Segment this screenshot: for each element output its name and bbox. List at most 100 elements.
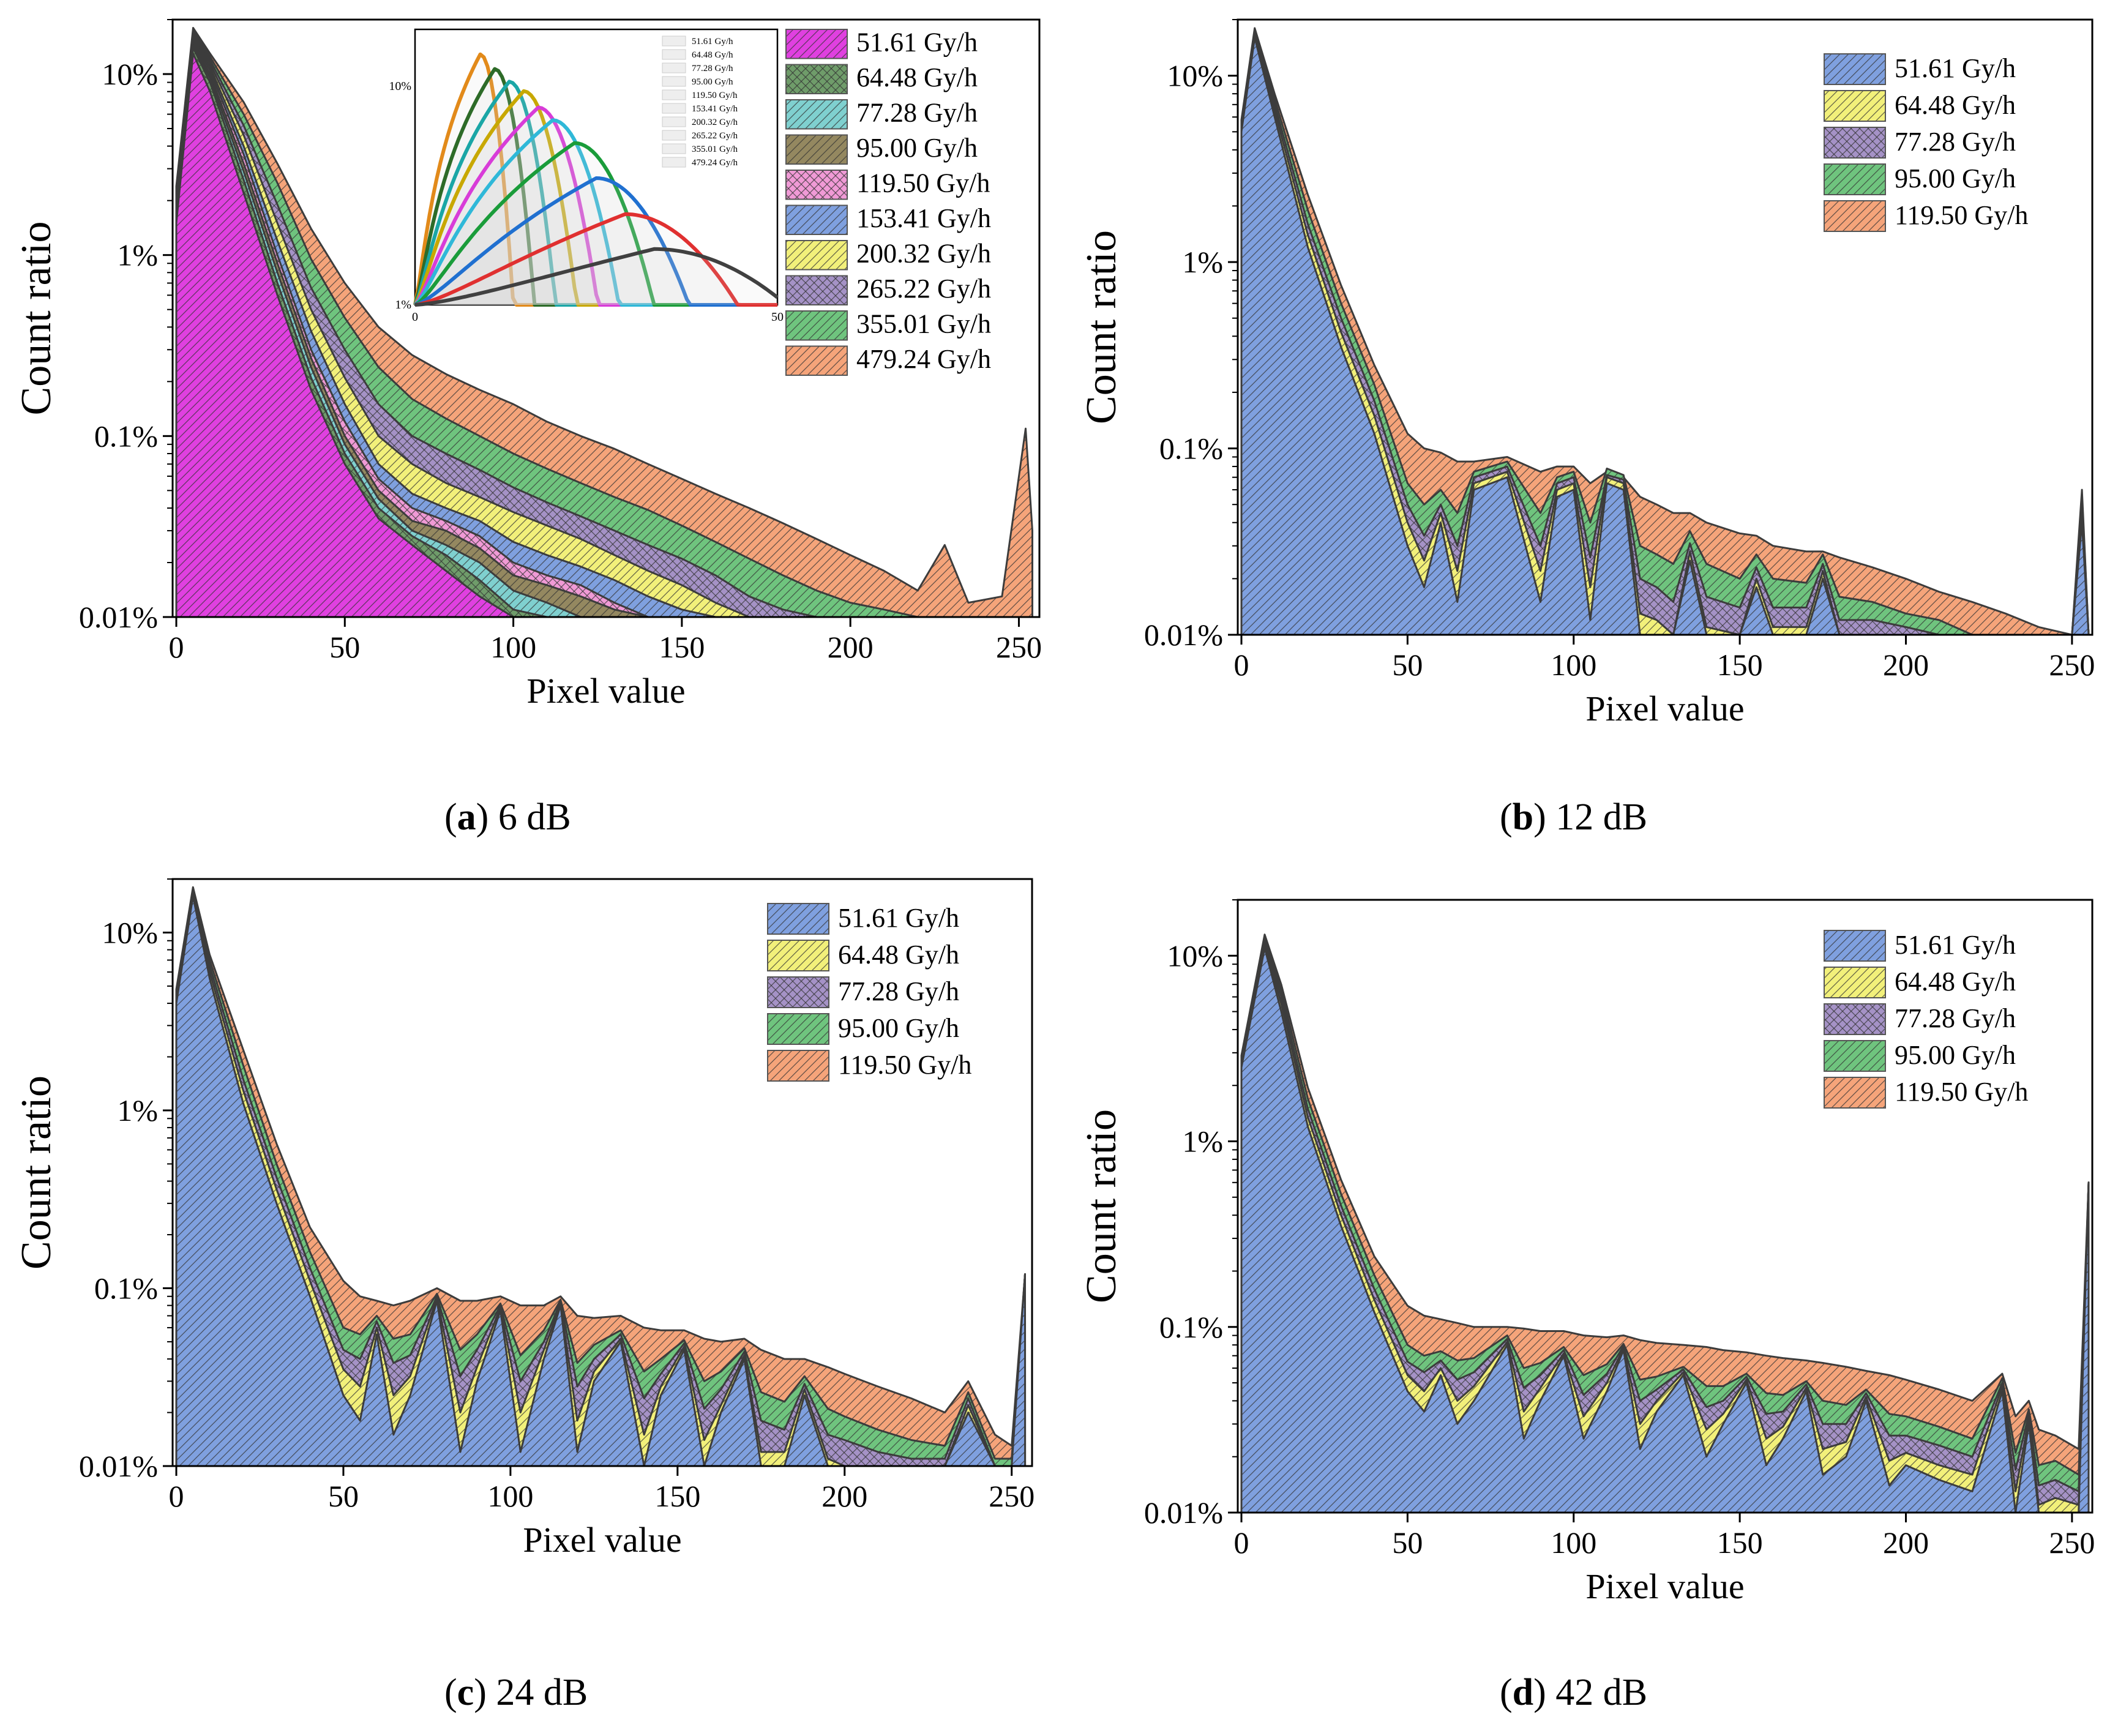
y-tick-label: 10% <box>102 57 158 91</box>
inset-curve-fill <box>415 54 777 305</box>
legend-swatch <box>1824 930 1886 962</box>
inset-legend-swatch <box>662 49 686 60</box>
x-tick-label: 150 <box>1717 648 1763 682</box>
plot-frame <box>1237 899 2094 1514</box>
inset-legend-swatch <box>662 103 686 114</box>
legend-label: 200.32 Gy/h <box>856 239 991 269</box>
x-tick-label: 250 <box>996 630 1042 664</box>
plot-frame <box>1237 18 2094 636</box>
y-axis-label: Count ratio <box>13 222 60 416</box>
caption-letter: a <box>457 796 476 838</box>
x-tick-label: 250 <box>2049 648 2095 682</box>
x-tick-label: 50 <box>329 630 360 664</box>
y-tick-label: 1% <box>117 238 158 272</box>
inset-curve-fill <box>415 214 777 305</box>
x-tick-label: 200 <box>828 630 874 664</box>
inset-legend-swatch <box>662 157 686 168</box>
legend-swatch <box>1824 1003 1886 1035</box>
y-tick-label: 0.1% <box>1159 432 1223 466</box>
x-tick-label: 0 <box>169 630 184 664</box>
inset-curve-fill <box>415 81 777 305</box>
legend: 51.61 Gy/h 64.48 Gy/h 77.28 Gy/h 95.00 Gy/h… <box>785 28 991 376</box>
inset-legend-label: 95.00 Gy/h <box>692 77 733 87</box>
inset-curve <box>414 212 777 307</box>
caption-text: 42 dB <box>1555 1672 1648 1713</box>
plot-area <box>1240 27 2090 635</box>
legend-label: 119.50 Gy/h <box>856 168 990 198</box>
panel-a: 0 50 100 150 200 250 10% 1% 0.1% 0.01% Pixel value… <box>13 18 1042 711</box>
plot-area <box>175 886 1027 1466</box>
legend-swatch <box>767 1050 829 1082</box>
y-tick-label: 0.01% <box>79 1449 158 1483</box>
inset-chart: 51.61 Gy/h 64.48 Gy/h 77.28 Gy/h 95.00 Gy/h… <box>389 28 784 324</box>
caption-text: 12 dB <box>1555 796 1648 838</box>
inset-x-label-left: 0 <box>412 310 418 324</box>
legend-swatch <box>785 64 848 94</box>
series-area-51-61-Gy-h <box>1240 947 2090 1513</box>
y-tick-label: 0.1% <box>94 419 158 453</box>
y-tick-label: 0.1% <box>94 1271 158 1305</box>
x-axis-label: Pixel value <box>1585 689 1744 728</box>
legend-label: 153.41 Gy/h <box>856 203 991 233</box>
inset-legend-swatch <box>662 62 686 73</box>
y-axis-label: Count ratio <box>1078 230 1125 424</box>
inset-x-label-right: 50 <box>771 310 784 324</box>
legend-swatch <box>785 99 848 130</box>
y-axis-label: Count ratio <box>13 1076 60 1270</box>
legend-label: 77.28 Gy/h <box>838 976 959 1006</box>
legend-label: 64.48 Gy/h <box>1895 90 2016 120</box>
x-tick-label: 50 <box>1392 1525 1423 1560</box>
x-tick-label: 100 <box>487 1479 533 1513</box>
y-tick-label: 1% <box>1182 245 1223 279</box>
legend-swatch <box>785 275 848 305</box>
inset-legend-swatch <box>662 36 686 47</box>
inset-legend-label: 479.24 Gy/h <box>692 158 738 168</box>
inset-legend-label: 51.61 Gy/h <box>692 37 733 47</box>
legend-label: 95.00 Gy/h <box>1895 163 2016 193</box>
y-tick-label: 0.01% <box>79 600 158 634</box>
legend-swatch <box>1824 163 1886 195</box>
legend-swatch <box>1824 127 1886 159</box>
inset-curve-fill <box>415 107 777 305</box>
legend-label: 119.50 Gy/h <box>1895 200 2028 230</box>
legend-swatch <box>1824 1040 1886 1072</box>
y-tick-label: 1% <box>1182 1124 1223 1159</box>
inset-curve-fill <box>415 178 777 305</box>
x-tick-label: 150 <box>659 630 705 664</box>
caption-text: 6 dB <box>498 796 571 838</box>
panel-c: 0 50 100 150 200 250 10% 1% 0.1% 0.01% Pixel value… <box>13 878 1035 1560</box>
y-tick-label: 10% <box>1167 59 1223 93</box>
legend-label: 51.61 Gy/h <box>856 28 978 58</box>
legend-label: 64.48 Gy/h <box>1895 967 2016 997</box>
legend-label: 51.61 Gy/h <box>1895 53 2016 83</box>
inset-curve <box>414 247 779 307</box>
inset-legend-swatch <box>662 143 686 154</box>
plot-area <box>1240 933 2090 1513</box>
x-tick-label: 250 <box>989 1479 1035 1513</box>
inset-legend-label: 119.50 Gy/h <box>692 91 738 100</box>
x-tick-label: 50 <box>1392 648 1423 682</box>
series-area-200-32-Gy-h <box>175 34 1033 617</box>
legend-swatch <box>1824 53 1886 85</box>
x-tick-label: 200 <box>821 1479 867 1513</box>
caption-a: (a) 6 dB <box>444 796 571 838</box>
caption-d: (d) 42 dB <box>1500 1672 1648 1713</box>
legend-label: 355.01 Gy/h <box>856 309 991 339</box>
x-tick-label: 50 <box>328 1479 359 1513</box>
x-tick-label: 0 <box>1234 648 1249 682</box>
inset-legend-label: 265.22 Gy/h <box>692 131 738 141</box>
caption-letter: c <box>457 1672 474 1713</box>
y-tick-label: 0.01% <box>1144 1495 1223 1530</box>
inset-legend-label: 200.32 Gy/h <box>692 118 738 127</box>
y-tick-label: 0.1% <box>1159 1310 1223 1344</box>
caption-b: (b) 12 dB <box>1500 796 1648 838</box>
inset-curve-fill <box>415 249 777 305</box>
legend-label: 51.61 Gy/h <box>838 903 959 933</box>
legend-label: 119.50 Gy/h <box>838 1050 971 1080</box>
legend-label: 265.22 Gy/h <box>856 274 991 304</box>
plot-frame <box>171 878 1033 1467</box>
legend-swatch <box>785 170 848 200</box>
inset-curve <box>414 176 777 307</box>
series-area-119-50-Gy-h <box>1240 27 2090 635</box>
legend-swatch <box>785 204 848 235</box>
